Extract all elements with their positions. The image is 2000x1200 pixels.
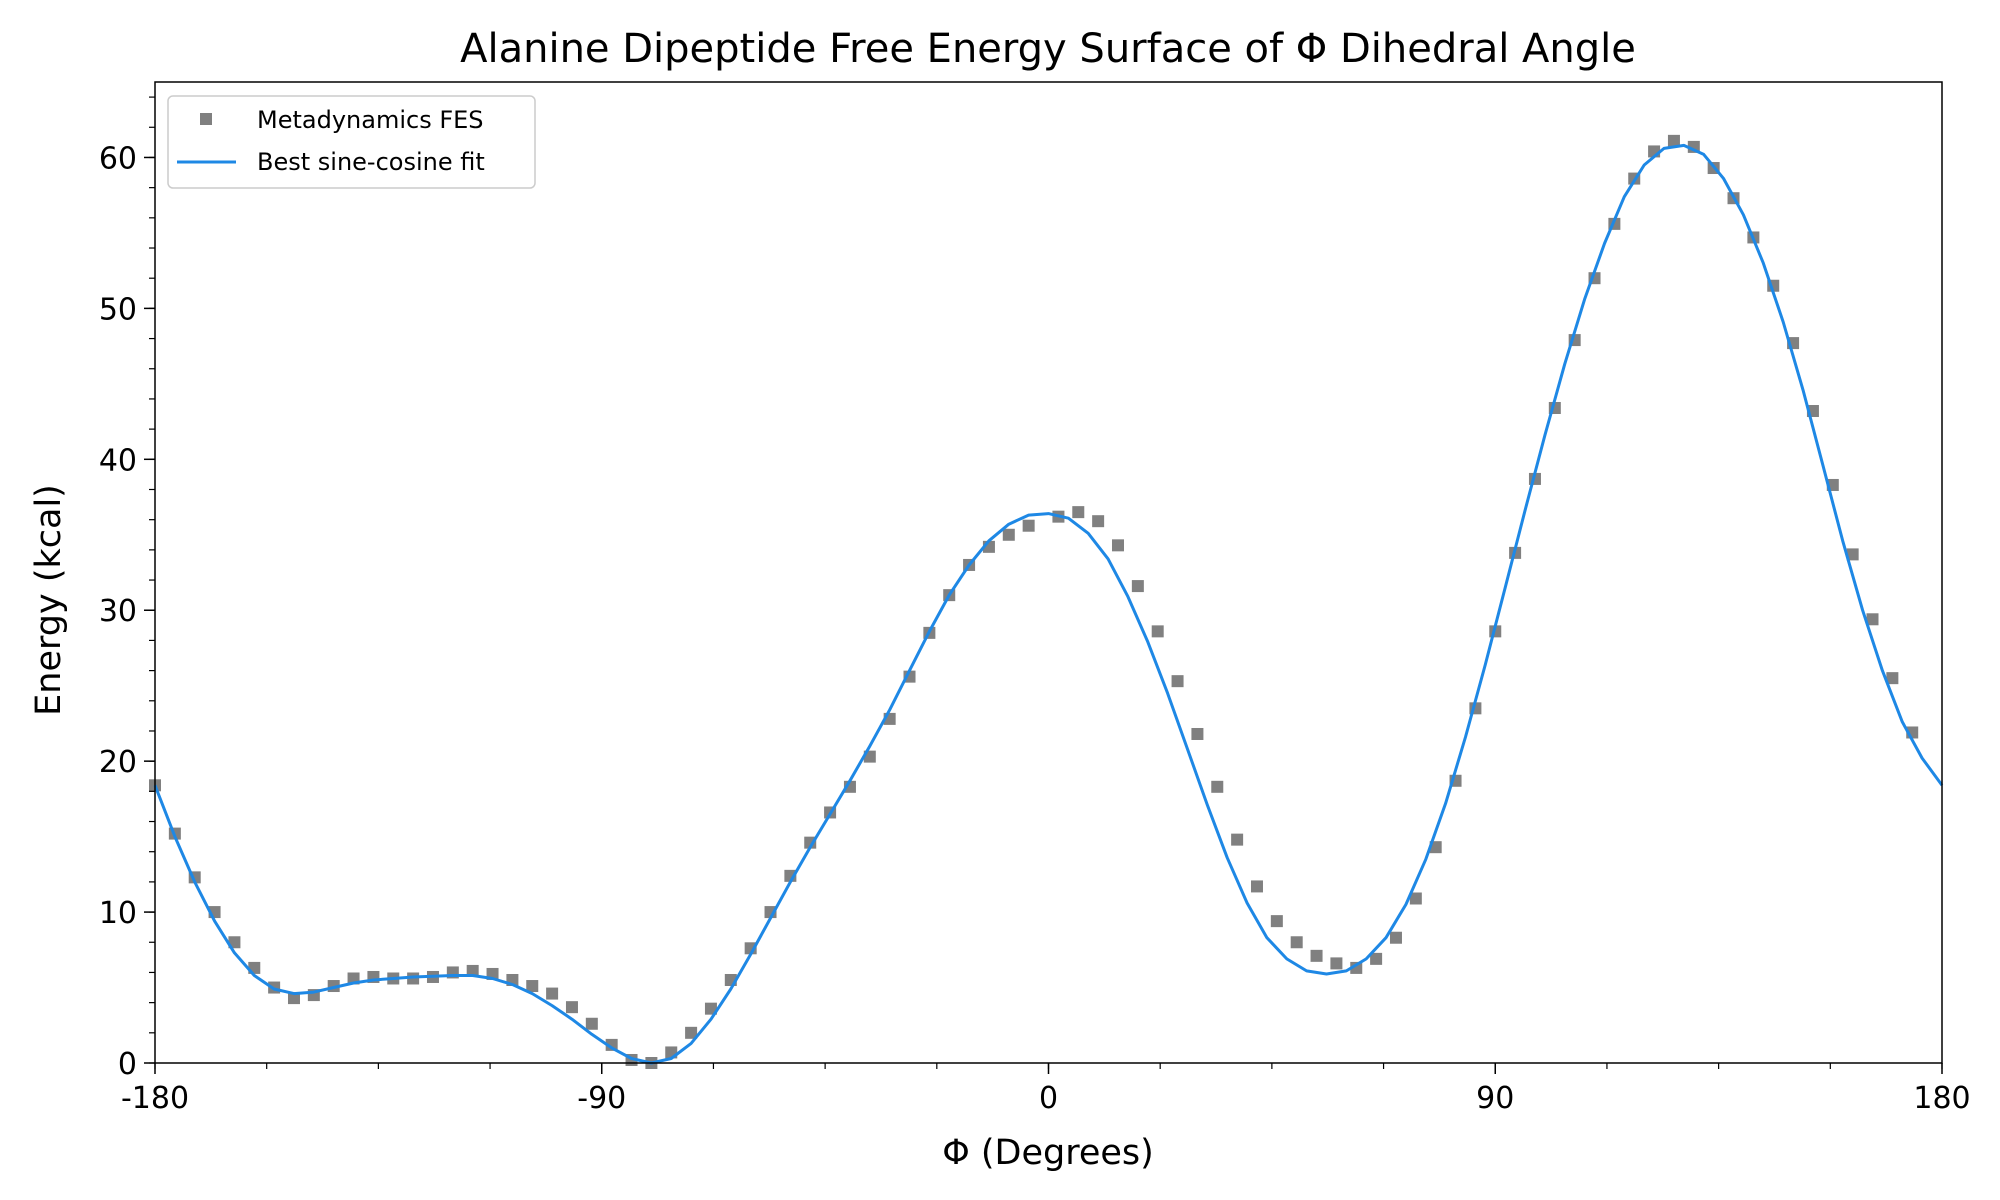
- plot-area: [149, 134, 1944, 1069]
- data-point-metadynamics-57: [1290, 936, 1303, 949]
- data-point-metadynamics-16: [466, 964, 479, 977]
- x-tick-label: 90: [1476, 1081, 1514, 1116]
- data-point-metadynamics-76: [1667, 134, 1680, 147]
- data-point-metadynamics-49: [1131, 580, 1144, 593]
- fit-line: [153, 143, 1944, 1065]
- data-point-metadynamics-20: [546, 987, 559, 1000]
- data-point-metadynamics-55: [1250, 880, 1263, 893]
- y-tick-label: 30: [99, 594, 137, 629]
- data-point-metadynamics-27: [685, 1026, 698, 1039]
- legend-label-metadynamics: Metadynamics FES: [257, 106, 484, 134]
- data-point-metadynamics-28: [704, 1002, 717, 1015]
- data-point-metadynamics-86: [1866, 613, 1879, 626]
- data-point-metadynamics-52: [1191, 727, 1204, 740]
- legend-marker-metadynamics: [200, 113, 212, 125]
- y-tick-label: 20: [99, 745, 137, 780]
- data-point-metadynamics-60: [1350, 961, 1363, 974]
- chart-title: Alanine Dipeptide Free Energy Surface of…: [460, 26, 1636, 72]
- x-axis-label: Φ (Degrees): [942, 1133, 1154, 1173]
- data-point-metadynamics-22: [585, 1017, 598, 1030]
- data-point-metadynamics-7: [287, 992, 300, 1005]
- legend-frame: [167, 95, 536, 189]
- data-point-metadynamics-54: [1231, 833, 1244, 846]
- data-point-metadynamics-87: [1886, 672, 1899, 685]
- data-point-metadynamics-46: [1072, 506, 1085, 519]
- data-point-metadynamics-51: [1171, 675, 1184, 688]
- data-point-metadynamics-48: [1111, 539, 1124, 552]
- plot-frame: [154, 81, 1943, 1064]
- y-tick-label: 60: [99, 141, 137, 176]
- data-point-metadynamics-44: [1022, 519, 1035, 532]
- y-tick-label: 50: [99, 292, 137, 327]
- axis-ticks: -180 -90 0 90 180 0 10 20 30 40 50 60: [99, 81, 1971, 1116]
- data-point-metadynamics-63: [1409, 892, 1422, 905]
- data-point-metadynamics-62: [1389, 931, 1402, 944]
- x-tick-label: -90: [577, 1081, 626, 1116]
- x-tick-label: -180: [121, 1081, 189, 1116]
- legend-label-fit: Best sine-cosine fit: [257, 148, 485, 176]
- legend: Metadynamics FES Best sine-cosine fit: [167, 95, 536, 189]
- data-point-metadynamics-19: [526, 980, 539, 993]
- data-point-metadynamics-58: [1310, 949, 1323, 962]
- data-point-metadynamics-50: [1151, 625, 1164, 638]
- y-tick-label: 40: [99, 443, 137, 478]
- data-point-metadynamics-21: [565, 1001, 578, 1014]
- data-point-metadynamics-61: [1370, 952, 1383, 965]
- data-point-metadynamics-56: [1270, 915, 1283, 928]
- data-point-metadynamics-53: [1211, 780, 1224, 793]
- x-tick-label: 0: [1039, 1081, 1058, 1116]
- y-axis-label: Energy (kcal): [29, 484, 69, 716]
- data-point-metadynamics-47: [1092, 515, 1105, 528]
- y-tick-label: 10: [99, 896, 137, 931]
- y-tick-label: 0: [118, 1047, 137, 1082]
- data-point-metadynamics-43: [1002, 528, 1015, 541]
- data-point-metadynamics-85: [1846, 548, 1859, 561]
- data-point-metadynamics-59: [1330, 957, 1343, 970]
- x-tick-label: 180: [1913, 1081, 1970, 1116]
